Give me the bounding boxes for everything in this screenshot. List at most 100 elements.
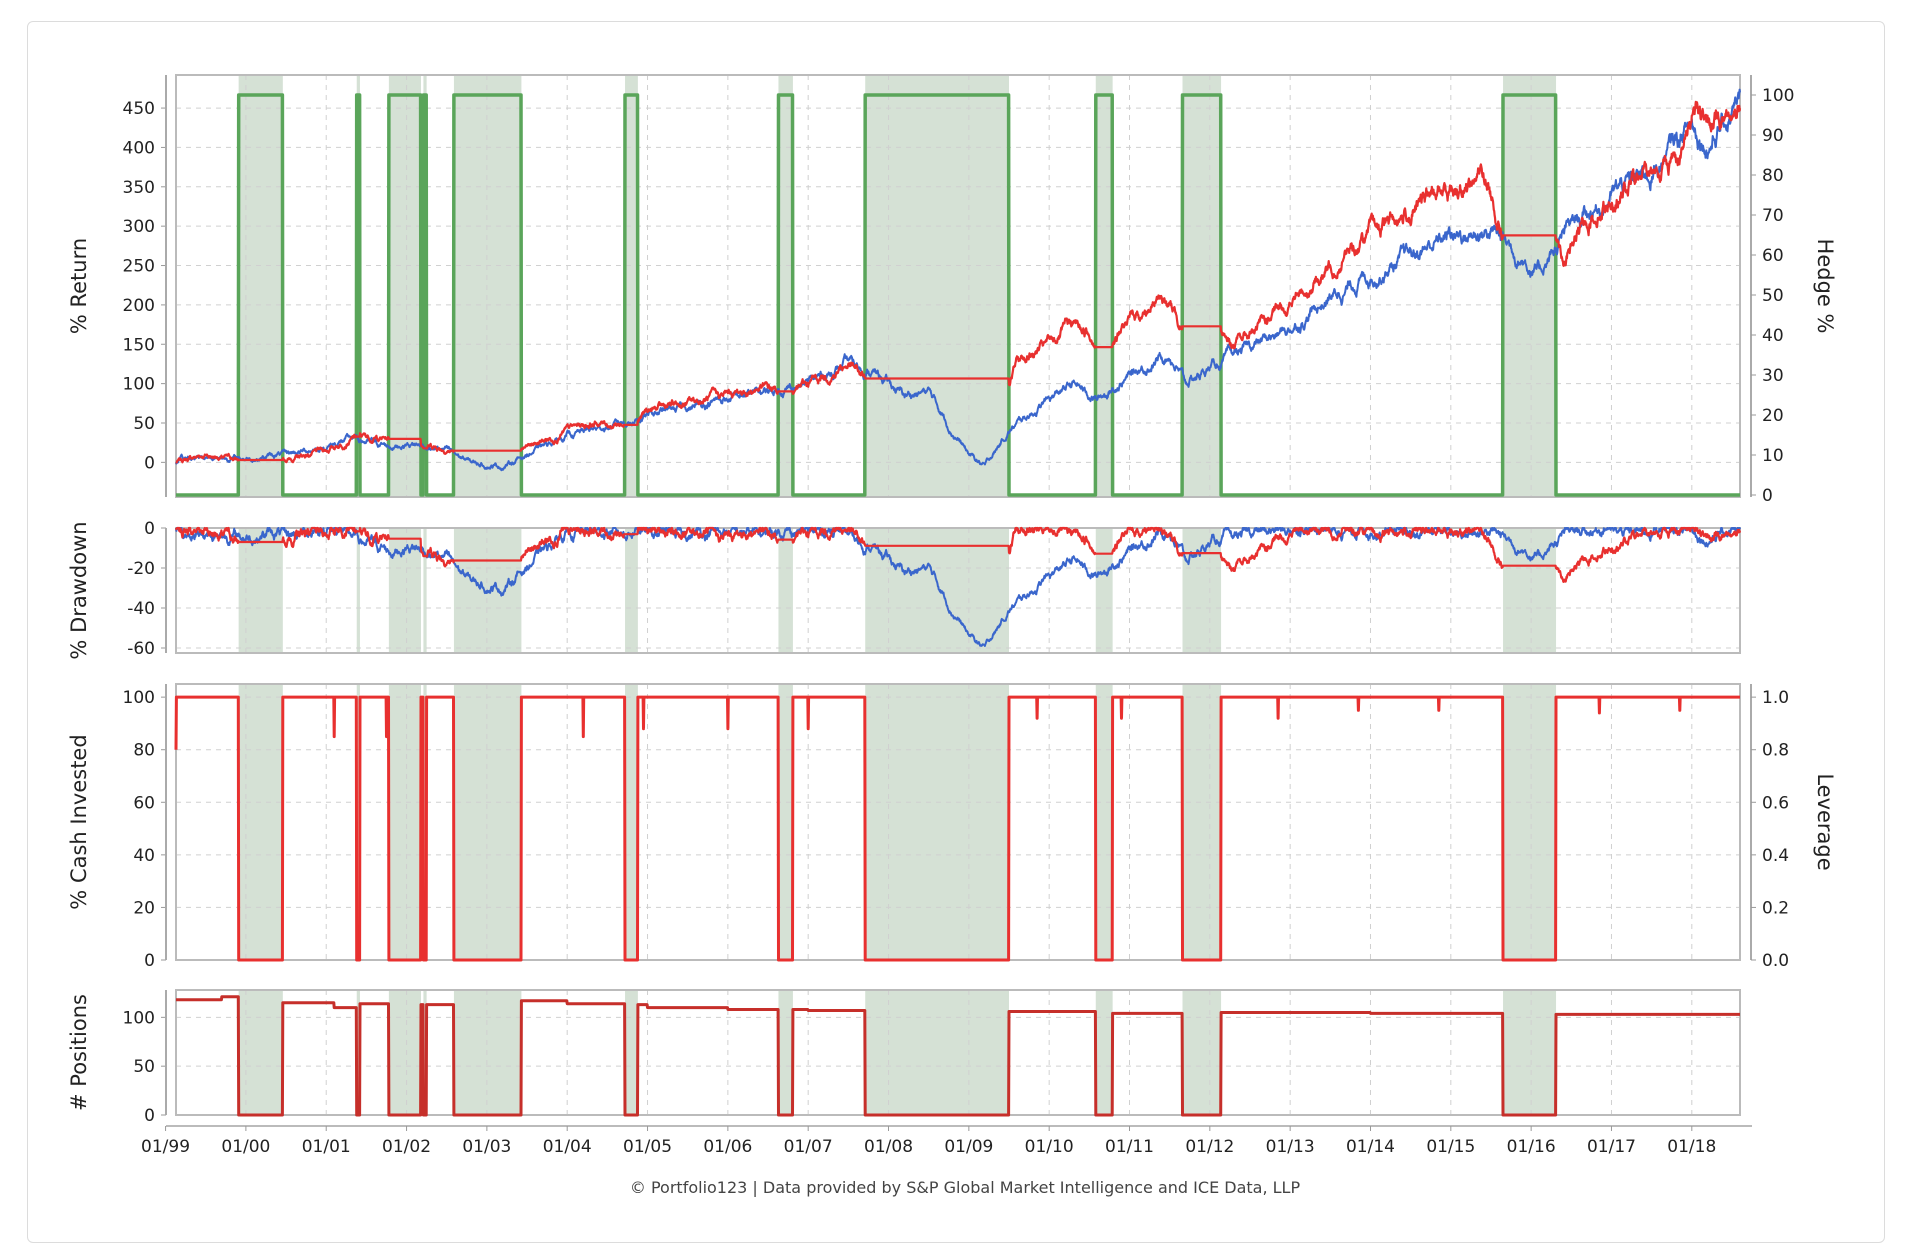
y2-tick-label: 60 [1762, 246, 1784, 266]
hedge-period-shade [1182, 75, 1222, 497]
x-tick-label: 01/99 [141, 1137, 190, 1157]
cash-panel: 100 80 60 40 20 0 % Cash Invested 1.0 0.8 0.6 0.4 0… [67, 683, 1837, 971]
hedge-period-shade [778, 75, 793, 497]
y-tick-label: 50 [133, 414, 155, 434]
y-axis-title: % Cash Invested [67, 734, 91, 909]
hedge-period-shade [625, 990, 638, 1115]
return-panel: 450 400 350 300 250 200 150 100 50 0 % Return 100 90… [67, 74, 1837, 506]
y-tick-label: 200 [123, 296, 155, 316]
y-tick-label: 450 [123, 99, 155, 119]
y-tick-label: 20 [133, 898, 155, 918]
y2-tick-label: 0 [1762, 486, 1773, 506]
x-tick-label: 01/11 [1105, 1137, 1154, 1157]
y-tick-label: 350 [123, 178, 155, 198]
x-tick-label: 01/14 [1346, 1137, 1395, 1157]
plot-frame [175, 527, 1741, 654]
x-tick-label: 01/05 [623, 1137, 672, 1157]
cash-invested-line [174, 695, 1742, 962]
hedge-period-shade [1503, 75, 1557, 497]
hedge-period-shade [1095, 75, 1113, 497]
y2-tick-label: 0.8 [1762, 741, 1789, 761]
y-tick-label: 0 [144, 519, 155, 539]
y2-tick-label: 10 [1762, 446, 1784, 466]
y2-tick-label: 70 [1762, 206, 1784, 226]
hedge-period-shade [778, 990, 793, 1115]
y-tick-label: 400 [123, 138, 155, 158]
hedge-period-shade [865, 990, 1010, 1115]
x-tick-label: 01/07 [784, 1137, 833, 1157]
y-tick-label: 80 [133, 741, 155, 761]
y2-axis-title: Leverage [1813, 773, 1837, 870]
y-tick-label: 100 [123, 688, 155, 708]
hedge-period-shade [356, 528, 360, 653]
hedge-period-shade [453, 684, 522, 960]
y2-tick-label: 0.2 [1762, 898, 1789, 918]
hedge-period-shade [865, 528, 1010, 653]
hedge-period-shade [778, 528, 793, 653]
y-tick-label: 60 [133, 793, 155, 813]
x-tick-label: 01/02 [382, 1137, 431, 1157]
x-tick-label: 01/15 [1426, 1137, 1475, 1157]
x-tick-label: 01/10 [1025, 1137, 1074, 1157]
hedge-period-shade [423, 528, 427, 653]
y2-tick-label: 0.0 [1762, 951, 1789, 971]
hedge-period-shade [1182, 684, 1222, 960]
hedge-period-shade [1503, 990, 1557, 1115]
hedge-period-shade [1503, 684, 1557, 960]
hedge-period-shade [1095, 990, 1113, 1115]
y2-tick-label: 50 [1762, 286, 1784, 306]
y2-tick-label: 100 [1762, 86, 1794, 106]
y2-tick-label: 80 [1762, 166, 1784, 186]
hedge-period-shade [1095, 528, 1113, 653]
x-tick-label: 01/01 [302, 1137, 351, 1157]
y-tick-label: 150 [123, 335, 155, 355]
y2-tick-label: 40 [1762, 326, 1784, 346]
positions-line [174, 995, 1742, 1117]
footer-credit: © Portfolio123 | Data provided by S&P Gl… [629, 1178, 1301, 1197]
strategy-return-line [175, 100, 1742, 464]
y-tick-label: 250 [123, 257, 155, 277]
y-tick-label: -40 [127, 599, 155, 619]
y-tick-label: 300 [123, 217, 155, 237]
hedge-period-shade [865, 75, 1010, 497]
y-tick-label: 100 [123, 1008, 155, 1028]
hedge-period-shade [778, 684, 793, 960]
hedge-period-shade [453, 990, 522, 1115]
x-tick-label: 01/18 [1667, 1137, 1716, 1157]
x-tick-label: 01/06 [703, 1137, 752, 1157]
y-axis-title: % Return [67, 238, 91, 334]
hedge-period-shade [453, 75, 522, 497]
hedge-period-shade [388, 75, 422, 497]
hedge-period-shade [1182, 990, 1222, 1115]
y2-axis-title: Hedge % [1813, 239, 1837, 334]
hedge-period-shade [1095, 684, 1113, 960]
y-tick-label: -60 [127, 639, 155, 659]
hedge-period-shade [238, 684, 283, 960]
benchmark-drawdown-line [175, 527, 1741, 647]
y-axis-title: % Drawdown [67, 521, 91, 659]
y2-tick-label: 0.6 [1762, 793, 1789, 813]
hedge-period-shade [1503, 528, 1557, 653]
x-tick-label: 01/12 [1185, 1137, 1234, 1157]
hedge-percent-line [174, 93, 1742, 497]
x-tick-label: 01/04 [543, 1137, 592, 1157]
x-tick-label: 01/13 [1266, 1137, 1315, 1157]
x-tick-label: 01/09 [944, 1137, 993, 1157]
y2-tick-label: 1.0 [1762, 688, 1789, 708]
strategy-drawdown-line [174, 526, 1742, 584]
hedge-period-shade [238, 528, 283, 653]
x-tick-label: 01/00 [221, 1137, 270, 1157]
y-axis-title: # Positions [67, 994, 91, 1111]
y2-tick-label: 20 [1762, 406, 1784, 426]
hedge-period-shade [388, 990, 422, 1115]
y-tick-label: -20 [127, 559, 155, 579]
y2-tick-label: 90 [1762, 126, 1784, 146]
x-tick-label: 01/03 [462, 1137, 511, 1157]
positions-panel: 100 50 0 # Positions [67, 989, 1741, 1126]
y-tick-label: 0 [144, 951, 155, 971]
plot-frame [175, 74, 1741, 498]
y-tick-label: 100 [123, 375, 155, 395]
y2-tick-label: 0.4 [1762, 846, 1789, 866]
hedge-period-shade [625, 528, 638, 653]
